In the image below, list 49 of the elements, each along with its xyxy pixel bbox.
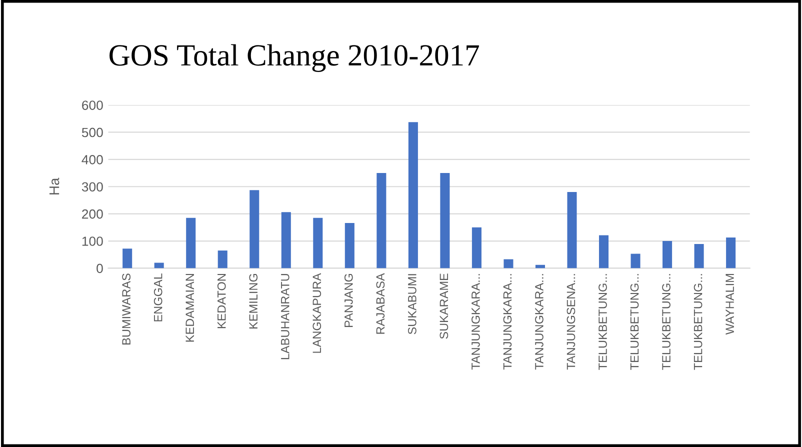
bar: [440, 173, 450, 268]
x-tick-label: TANJUNGKARA...: [472, 274, 480, 370]
bar: [250, 190, 260, 268]
x-tick-label: TELUKBETUNG...: [598, 274, 607, 370]
x-tick-label: LABUHANRATU: [281, 274, 290, 360]
x-tick-label: SUKABUMI: [408, 274, 416, 334]
x-tick-label: TANJUNGKARA...: [503, 274, 512, 370]
x-tick-label: ENGGAL: [154, 273, 162, 322]
bar: [408, 122, 418, 268]
x-tick-label: KEMILING: [249, 274, 258, 329]
y-tick-label: 500: [82, 128, 103, 138]
bar: [630, 254, 640, 268]
y-tick-label: 0: [96, 264, 103, 274]
bar: [535, 264, 546, 268]
bar: [472, 227, 482, 268]
x-tick-label: TELUKBETUNG...: [694, 274, 702, 370]
x-tick-label: PANJANG: [344, 274, 353, 327]
bar: [154, 262, 164, 268]
x-tick-label: KEDAMAIAN: [186, 274, 194, 342]
y-tick-label: 600: [82, 100, 103, 110]
x-tick-label: LANGKAPURA: [312, 273, 322, 353]
bar: [662, 241, 672, 268]
x-tick-label: WAYHALIM: [726, 274, 734, 335]
y-tick-label: 100: [82, 236, 103, 246]
y-tick-label: 200: [82, 209, 103, 219]
x-tick-label: SUKARAME: [440, 274, 448, 339]
bar: [376, 173, 386, 268]
bar: [281, 212, 291, 268]
bar: [599, 235, 609, 268]
bar: [218, 250, 228, 268]
y-axis-title: Ha: [50, 178, 60, 194]
bar: [313, 218, 323, 268]
x-tick-label: KEDATON: [217, 274, 226, 328]
x-tick-label: TELUKBETUNG...: [662, 274, 670, 370]
x-tick-label: TANJUNGSENA...: [566, 274, 576, 370]
y-tick-label: 300: [82, 182, 103, 192]
bar: [567, 192, 577, 268]
x-tick-label: RAJABASA: [376, 273, 385, 334]
x-tick-label: BUMIWARAS: [122, 274, 130, 344]
chart-title: GOS Total Change 2010-2017: [110, 44, 479, 72]
x-tick-label: TANJUNGKARA...: [535, 274, 544, 370]
x-tick-label: TELUKBETUNG...: [630, 274, 639, 370]
bar: [122, 248, 132, 268]
bar: [726, 237, 736, 268]
bar: [694, 244, 704, 268]
bar: [344, 223, 354, 268]
bar: [186, 218, 196, 268]
bar: [504, 259, 514, 268]
y-tick-label: 400: [82, 154, 103, 164]
